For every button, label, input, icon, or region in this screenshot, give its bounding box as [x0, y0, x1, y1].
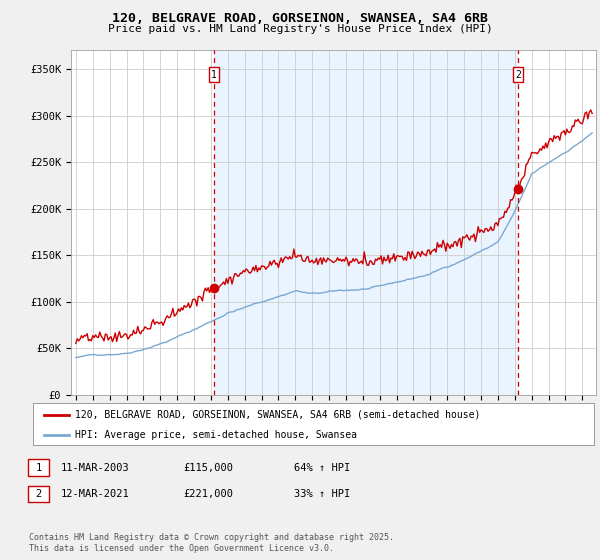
Text: Contains HM Land Registry data © Crown copyright and database right 2025.
This d: Contains HM Land Registry data © Crown c… — [29, 533, 394, 553]
Text: HPI: Average price, semi-detached house, Swansea: HPI: Average price, semi-detached house,… — [75, 430, 357, 440]
Text: Price paid vs. HM Land Registry's House Price Index (HPI): Price paid vs. HM Land Registry's House … — [107, 24, 493, 34]
Text: 1: 1 — [211, 69, 217, 80]
Text: 11-MAR-2003: 11-MAR-2003 — [61, 463, 130, 473]
Text: 120, BELGRAVE ROAD, GORSEINON, SWANSEA, SA4 6RB (semi-detached house): 120, BELGRAVE ROAD, GORSEINON, SWANSEA, … — [75, 410, 481, 420]
Text: 2: 2 — [35, 489, 41, 499]
Text: 1: 1 — [35, 463, 41, 473]
Text: £115,000: £115,000 — [183, 463, 233, 473]
Text: 120, BELGRAVE ROAD, GORSEINON, SWANSEA, SA4 6RB: 120, BELGRAVE ROAD, GORSEINON, SWANSEA, … — [112, 12, 488, 25]
Bar — [214, 50, 518, 395]
Text: 64% ↑ HPI: 64% ↑ HPI — [294, 463, 350, 473]
Text: 2: 2 — [515, 69, 521, 80]
Text: 33% ↑ HPI: 33% ↑ HPI — [294, 489, 350, 499]
Text: 12-MAR-2021: 12-MAR-2021 — [61, 489, 130, 499]
Text: £221,000: £221,000 — [183, 489, 233, 499]
